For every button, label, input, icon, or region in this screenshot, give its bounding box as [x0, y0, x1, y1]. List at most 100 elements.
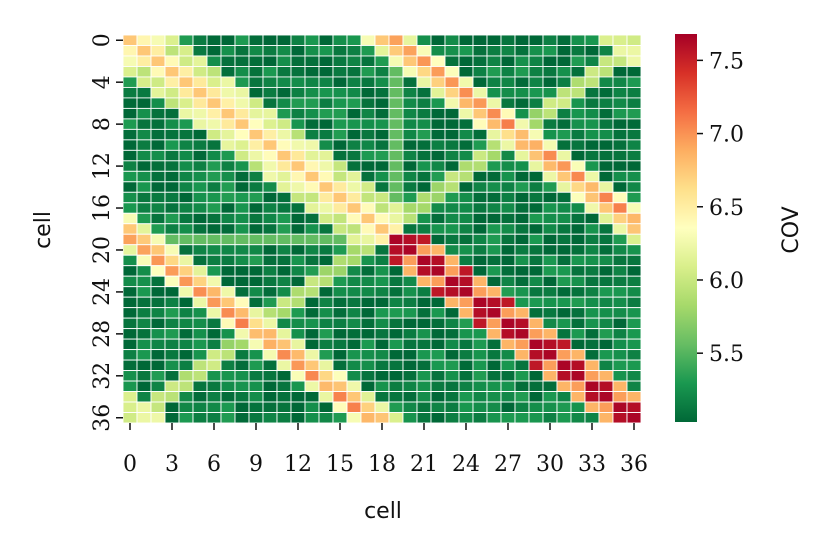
- heatmap-cell: [164, 244, 180, 256]
- heatmap-cell: [276, 275, 292, 288]
- heatmap-cell: [514, 76, 530, 88]
- heatmap-cell: [276, 328, 292, 340]
- heatmap-cell: [402, 34, 418, 46]
- heatmap-cell: [304, 223, 320, 235]
- heatmap-cell: [178, 212, 194, 225]
- heatmap-cell: [122, 401, 138, 413]
- heatmap-cell: [360, 391, 376, 403]
- heatmap-cell: [402, 202, 418, 214]
- heatmap-cell: [556, 328, 572, 340]
- heatmap-cell: [570, 233, 586, 246]
- heatmap-cell: [178, 328, 194, 340]
- heatmap-cell: [570, 160, 586, 172]
- x-axis: 0 3 6 9 12 15 18 21 24 27 30 33 36: [123, 423, 648, 477]
- heatmap-cell: [570, 34, 586, 46]
- heatmap-cell: [584, 275, 600, 288]
- heatmap-cell: [514, 55, 530, 67]
- heatmap-cell: [360, 265, 376, 277]
- heatmap-cell: [542, 128, 558, 141]
- heatmap-cell: [206, 233, 222, 246]
- heatmap-cell: [598, 66, 614, 78]
- heatmap-cell: [458, 45, 474, 57]
- heatmap-cell: [584, 254, 600, 267]
- heatmap-cell: [178, 233, 194, 246]
- heatmap-cell: [304, 107, 320, 120]
- heatmap-cell: [346, 45, 362, 57]
- heatmap-cell: [416, 181, 432, 193]
- heatmap-cell: [528, 66, 544, 78]
- heatmap-cell: [612, 370, 628, 382]
- heatmap-cell: [276, 370, 292, 382]
- heatmap-cell: [612, 359, 628, 372]
- heatmap-cell: [500, 212, 516, 225]
- heatmap-cell: [472, 370, 488, 382]
- heatmap-cell: [626, 212, 642, 225]
- heatmap-cell: [598, 275, 614, 288]
- heatmap-cell: [626, 307, 642, 319]
- heatmap-cell: [444, 370, 460, 382]
- heatmap-cell: [472, 86, 488, 99]
- heatmap-cell: [234, 191, 250, 204]
- heatmap-cell: [472, 128, 488, 141]
- heatmap-cell: [346, 86, 362, 99]
- heatmap-cell: [514, 401, 530, 413]
- heatmap-cell: [304, 128, 320, 141]
- heatmap-cell: [360, 76, 376, 88]
- heatmap-cell: [556, 55, 572, 67]
- heatmap-cell: [430, 412, 446, 424]
- heatmap-cell: [598, 202, 614, 214]
- heatmap-cell: [374, 118, 390, 130]
- heatmap-cell: [430, 86, 446, 99]
- heatmap-cell: [206, 328, 222, 340]
- heatmap-cell: [514, 244, 530, 256]
- heatmap-cell: [150, 359, 166, 372]
- heatmap-cell: [206, 160, 222, 172]
- heatmap-cell: [178, 359, 194, 372]
- heatmap-cell: [178, 380, 194, 392]
- heatmap-cell: [206, 412, 222, 424]
- heatmap-cell: [528, 34, 544, 46]
- heatmap-cell: [276, 307, 292, 319]
- heatmap-cell: [262, 359, 278, 372]
- heatmap-cell: [318, 286, 334, 298]
- heatmap-cell: [248, 191, 264, 204]
- heatmap-cell: [164, 55, 180, 67]
- heatmap-cell: [416, 45, 432, 57]
- heatmap-cell: [150, 275, 166, 288]
- heatmap-cell: [248, 412, 264, 424]
- heatmap-cell: [430, 149, 446, 162]
- heatmap-cell: [388, 97, 404, 109]
- heatmap-cell: [220, 212, 236, 225]
- heatmap-cell: [164, 66, 180, 78]
- heatmap-cell: [290, 86, 306, 99]
- heatmap-cell: [458, 286, 474, 298]
- heatmap-cell: [458, 191, 474, 204]
- x-tick-label: 15: [326, 452, 354, 477]
- heatmap-cell: [192, 149, 208, 162]
- heatmap-cell: [556, 338, 572, 351]
- heatmap-cell: [234, 107, 250, 120]
- heatmap-cell: [332, 97, 348, 109]
- heatmap-cell: [458, 139, 474, 151]
- heatmap-cell: [276, 244, 292, 256]
- heatmap-cell: [542, 317, 558, 330]
- heatmap-cell: [584, 359, 600, 372]
- heatmap-cell: [248, 370, 264, 382]
- heatmap-cell: [262, 286, 278, 298]
- heatmap-cell: [430, 139, 446, 151]
- heatmap-cell: [374, 86, 390, 99]
- heatmap-cell: [514, 107, 530, 120]
- heatmap-cell: [542, 181, 558, 193]
- heatmap-cell: [584, 286, 600, 298]
- heatmap-cell: [220, 359, 236, 372]
- heatmap-cell: [598, 328, 614, 340]
- heatmap-cell: [220, 45, 236, 57]
- heatmap-cell: [192, 160, 208, 172]
- heatmap-cell: [584, 412, 600, 424]
- heatmap-cell: [388, 401, 404, 413]
- heatmap-cell: [612, 338, 628, 351]
- heatmap-cell: [178, 401, 194, 413]
- heatmap-cell: [416, 412, 432, 424]
- heatmap-cell: [626, 401, 642, 413]
- y-tick-label: 36: [90, 404, 115, 432]
